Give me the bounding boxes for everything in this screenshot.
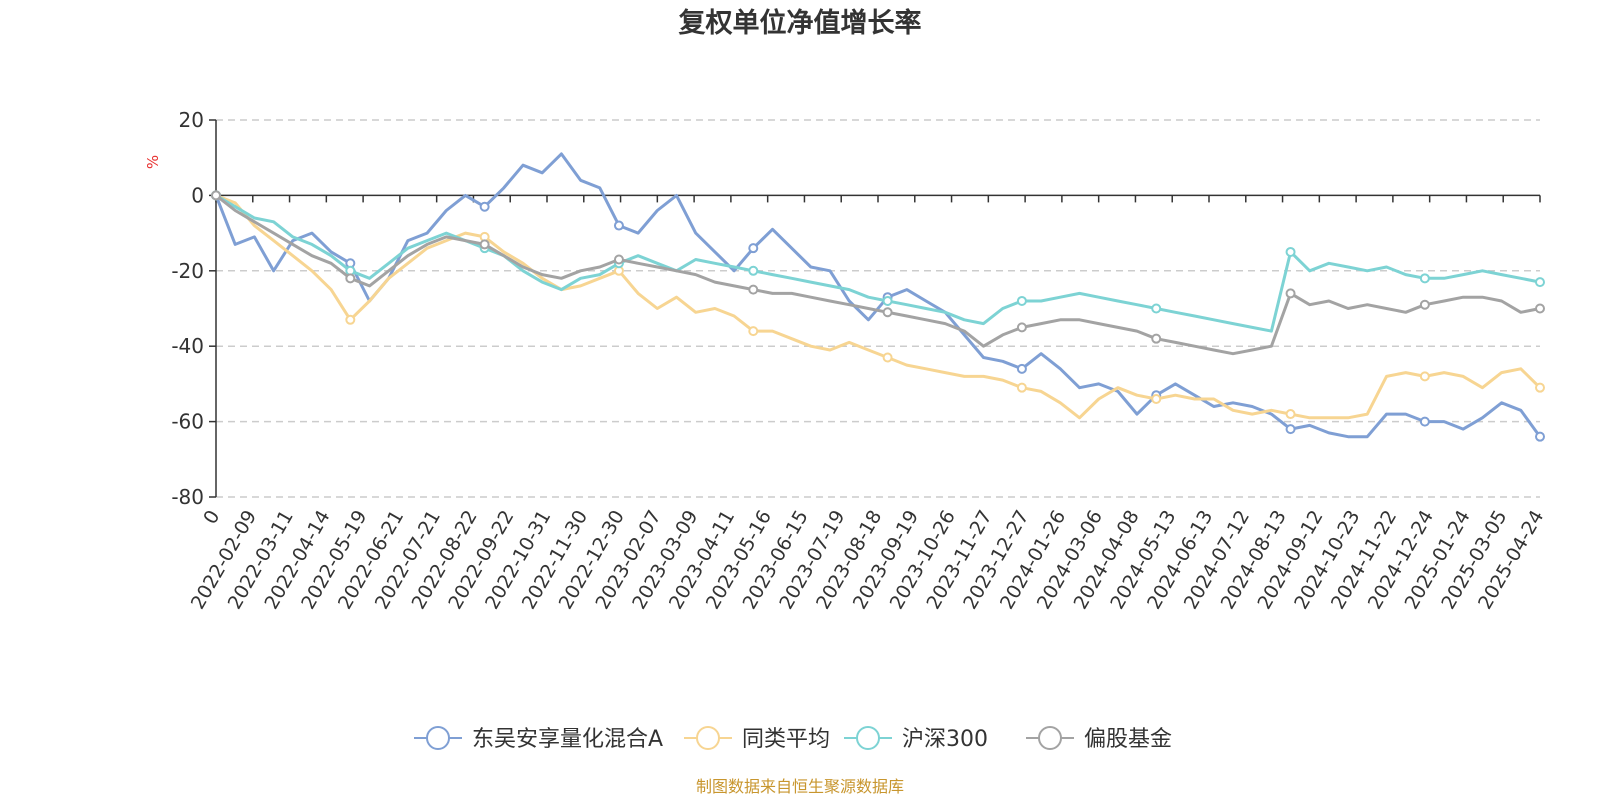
series-point: [882, 352, 893, 363]
series-point: [748, 284, 759, 295]
series-point: [1285, 288, 1296, 299]
series-line-3: [215, 194, 1541, 356]
series-point: [211, 190, 221, 201]
series-point: [1151, 333, 1162, 344]
series-point: [479, 239, 490, 250]
y-tick-label: -20: [171, 259, 204, 283]
series-line-2: [215, 194, 1541, 333]
legend-swatch-marker: [1038, 726, 1062, 750]
legend-swatch-marker: [426, 726, 450, 750]
series-point: [345, 273, 356, 284]
series-point: [1535, 303, 1545, 314]
series-point: [1419, 371, 1430, 382]
legend-label: 偏股基金: [1084, 727, 1172, 752]
gridlines: [216, 119, 1540, 498]
x-tick-label: 0: [199, 507, 224, 528]
series-point: [748, 265, 759, 276]
series-line-0: [214, 152, 1542, 439]
series-point: [1016, 295, 1027, 306]
axes: 200-20-40-60-8002022-02-092022-03-112022…: [171, 108, 1548, 613]
series-point: [1285, 246, 1296, 257]
series-point: [748, 243, 759, 254]
legend-swatch-marker: [856, 726, 880, 750]
series-lines: [211, 152, 1545, 442]
y-tick-label: -60: [171, 410, 204, 434]
y-tick-label: 0: [191, 183, 204, 207]
series-line-1: [215, 194, 1542, 420]
legend-label: 东吴安享量化混合A: [472, 727, 663, 752]
series-point: [613, 220, 624, 231]
series-point: [748, 326, 759, 337]
series-point: [1151, 393, 1162, 404]
series-point: [345, 314, 356, 325]
series-point: [1016, 363, 1027, 374]
series-point: [1535, 382, 1545, 393]
source-note: 制图数据来自恒生聚源数据库: [696, 777, 904, 796]
series-point: [1285, 409, 1296, 420]
y-tick-label: -40: [171, 334, 204, 358]
y-tick-label: 20: [179, 108, 204, 132]
series-point: [613, 254, 624, 265]
chart-title: 复权单位净值增长率: [679, 7, 922, 39]
legend-label: 沪深300: [902, 727, 988, 752]
series-point: [1535, 431, 1545, 442]
series-point: [1419, 299, 1430, 310]
series-point: [882, 295, 893, 306]
series-point: [882, 307, 893, 318]
series-point: [1285, 424, 1296, 435]
legend-swatch-marker: [696, 726, 720, 750]
series-point: [1016, 382, 1027, 393]
series-point: [1535, 277, 1545, 288]
legend-label: 同类平均: [742, 727, 830, 752]
y-axis-unit-label: %: [144, 155, 162, 169]
series-point: [1151, 303, 1162, 314]
series-point: [479, 201, 490, 212]
series-point: [1016, 322, 1027, 333]
legend: 东吴安享量化混合A 同类平均 沪深300 偏股基金: [414, 726, 1172, 752]
series-point: [1419, 416, 1430, 427]
y-tick-label: -80: [171, 485, 204, 509]
series-point: [1419, 273, 1430, 284]
